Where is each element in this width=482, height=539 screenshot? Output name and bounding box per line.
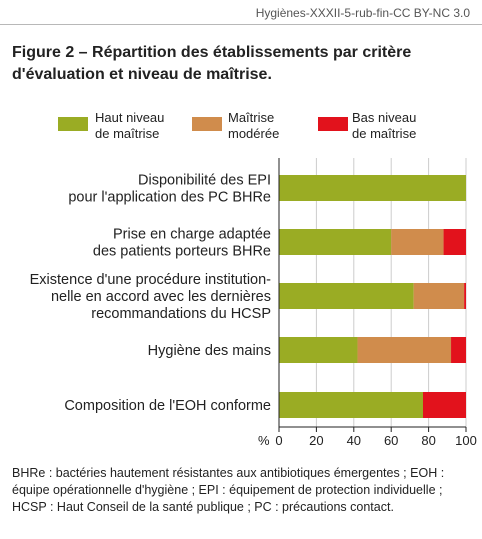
bar-5-haut bbox=[279, 392, 423, 418]
header-bar: Hygiènes-XXXII-5-rub-fin-CC BY-NC 3.0 bbox=[0, 0, 482, 25]
source-line: Hygiènes-XXXII-5-rub-fin-CC BY-NC 3.0 bbox=[255, 6, 470, 20]
category-label-2-line-1: Prise en charge adaptée bbox=[113, 227, 271, 243]
category-label-2-line-2: des patients porteurs BHRe bbox=[93, 244, 271, 260]
bar-3-moderee bbox=[413, 283, 465, 309]
legend-label-bas: Bas niveau de maîtrise bbox=[352, 110, 416, 142]
bar-2-moderee bbox=[391, 229, 444, 255]
bar-2-bas bbox=[443, 229, 466, 255]
bar-4-bas bbox=[451, 337, 466, 363]
bar-4-haut bbox=[279, 337, 358, 363]
category-label-1-line-1: Disponibilité des EPI bbox=[138, 173, 271, 189]
x-tick-label-60: 60 bbox=[384, 433, 398, 448]
bar-3-bas bbox=[464, 283, 466, 309]
x-tick-label-0: 0 bbox=[275, 433, 282, 448]
legend-label-bas-line1: Bas niveau bbox=[352, 110, 417, 125]
legend-label-moderee-line2: modérée bbox=[228, 126, 280, 141]
x-tick-label-100: 100 bbox=[455, 433, 477, 448]
category-label-3-line-3: recommandations du HCSP bbox=[91, 306, 271, 322]
bar-1-haut bbox=[279, 175, 466, 201]
x-axis-unit-label: % bbox=[258, 433, 270, 448]
legend-swatch-bas bbox=[318, 117, 348, 131]
legend-swatch-moderee bbox=[192, 117, 222, 131]
bar-3-haut bbox=[279, 283, 414, 309]
x-tick-label-40: 40 bbox=[347, 433, 361, 448]
category-label-4-line-1: Hygiène des mains bbox=[148, 343, 271, 359]
x-tick-label-20: 20 bbox=[309, 433, 323, 448]
figure-title: Figure 2 – Répartition des établissement… bbox=[12, 44, 412, 83]
legend-label-bas-line2: de maîtrise bbox=[352, 126, 417, 141]
x-tick-label-80: 80 bbox=[421, 433, 435, 448]
bar-2-haut bbox=[279, 229, 392, 255]
legend-label-haut-line2: de maîtrise bbox=[95, 126, 160, 141]
bar-4-moderee bbox=[357, 337, 452, 363]
legend-label-moderee-line1: Maîtrise bbox=[228, 110, 275, 125]
legend-label-moderee: Maîtrise modérée bbox=[228, 110, 279, 142]
legend-label-haut-line1: Haut niveau bbox=[95, 110, 165, 125]
bar-5-bas bbox=[422, 392, 466, 418]
category-label-3-line-2: nelle en accord avec les dernières bbox=[51, 289, 271, 305]
category-label-5-line-1: Composition de l'EOH conforme bbox=[64, 398, 271, 414]
category-label-3-line-1: Existence d'une procédure institution- bbox=[30, 272, 272, 288]
category-label-1-line-2: pour l'application des PC BHRe bbox=[68, 190, 271, 206]
footnote: BHRe : bactéries hautement résistantes a… bbox=[12, 466, 445, 514]
legend-label-haut: Haut niveau de maîtrise bbox=[95, 110, 164, 142]
legend-swatch-haut bbox=[58, 117, 88, 131]
